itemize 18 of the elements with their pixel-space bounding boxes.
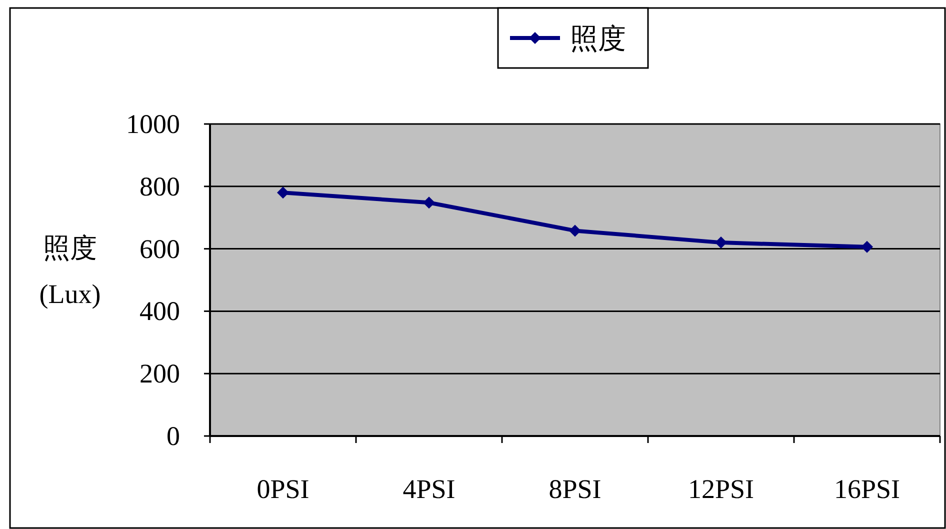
y-tick-label: 0 [166, 421, 180, 451]
y-tick-label: 200 [140, 358, 180, 389]
x-tick-label: 16PSI [834, 474, 900, 504]
point [861, 240, 873, 253]
point [715, 236, 727, 249]
legend-label: 照度 [570, 24, 626, 55]
x-tick-label: 4PSI [402, 474, 456, 504]
y-tick-label: 800 [140, 171, 180, 202]
y-axis-title: 照度 (Lux) [39, 233, 101, 309]
y-tick-label: 1000 [126, 109, 180, 139]
point [569, 224, 581, 237]
x-tick-label: 0PSI [256, 474, 310, 504]
x-tick-label: 12PSI [688, 474, 754, 504]
y-tick-label: 600 [140, 234, 180, 264]
point [423, 196, 435, 209]
point [277, 186, 289, 199]
y-tick-label: 400 [140, 296, 180, 326]
x-tick-label: 8PSI [548, 474, 602, 504]
